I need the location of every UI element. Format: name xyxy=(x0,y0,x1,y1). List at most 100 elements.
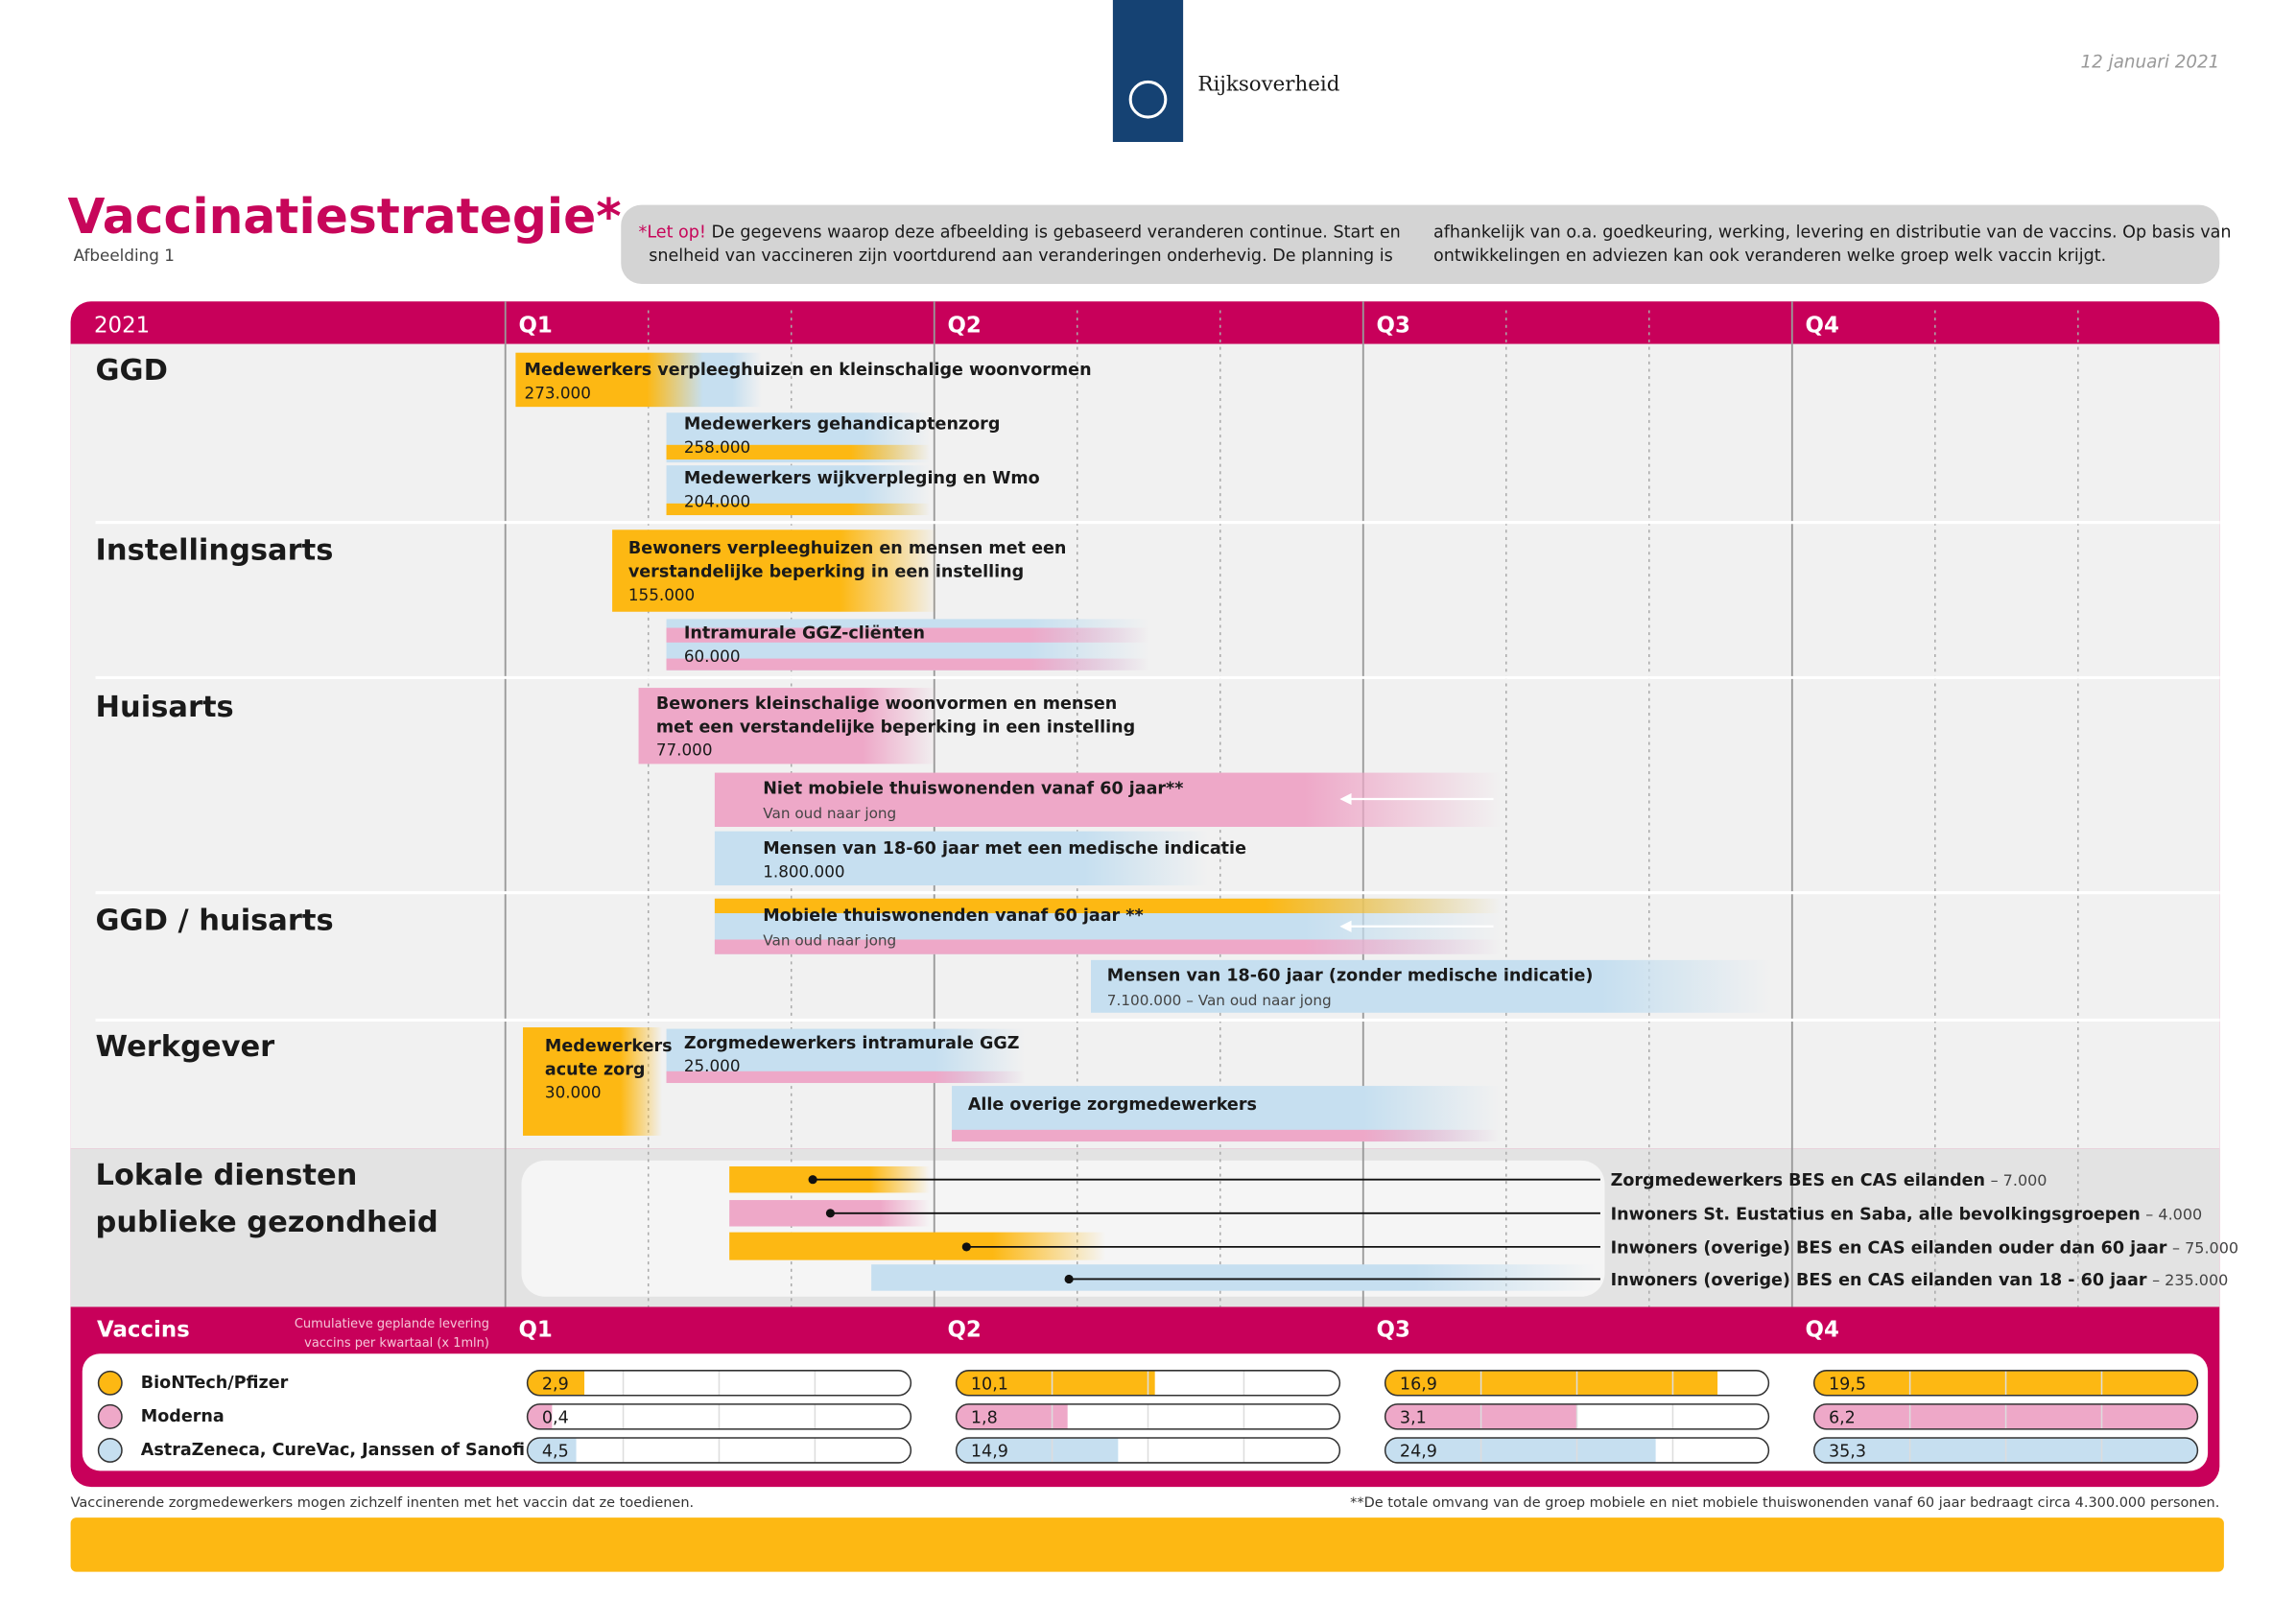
logo-text: Rijksoverheid xyxy=(1197,72,1339,96)
target-bar xyxy=(714,831,1209,886)
target-bar xyxy=(666,627,1150,643)
supply-label: 6,2 xyxy=(1829,1408,1856,1427)
local-count: – 235.000 xyxy=(2152,1270,2228,1288)
local-count: – 75.000 xyxy=(2172,1238,2238,1257)
leader-dot xyxy=(808,1175,817,1185)
local-box xyxy=(521,1160,1605,1297)
row-label: Lokale diensten xyxy=(96,1159,358,1192)
local-label: Zorgmedewerkers BES en CAS eilanden – 7.… xyxy=(1611,1171,2047,1191)
supply-bar xyxy=(1385,1437,1656,1463)
group-count: 30.000 xyxy=(545,1083,602,1102)
notice-line: *Let op! De gegevens waarop deze afbeeld… xyxy=(639,223,1401,243)
group-note: 7.100.000 – Van oud naar jong xyxy=(1107,992,1332,1009)
supply-outline xyxy=(526,1403,912,1430)
supply-outline xyxy=(1384,1403,1770,1430)
notice-line: afhankelijk van o.a. goedkeuring, werkin… xyxy=(1433,223,2231,243)
title: Vaccinatiestrategie* xyxy=(68,187,622,244)
supply-label: 10,1 xyxy=(971,1375,1008,1394)
local-name: Inwoners St. Eustatius en Saba, alle bev… xyxy=(1611,1205,2141,1224)
notice-text: De gegevens waarop deze afbeelding is ge… xyxy=(711,223,1400,243)
supply-bar xyxy=(1385,1370,1718,1396)
local-name: Zorgmedewerkers BES en CAS eilanden xyxy=(1611,1171,1985,1190)
logo-emblem xyxy=(1128,80,1168,119)
group-label: Alle overige zorgmedewerkers xyxy=(968,1095,1257,1115)
notice-emphasis: *Let op! xyxy=(639,223,706,243)
legend-swatch xyxy=(97,1437,123,1463)
supply-bar xyxy=(956,1370,1155,1396)
vaccines-title: Vaccins xyxy=(97,1317,190,1342)
group-count: 258.000 xyxy=(684,437,750,457)
target-bar xyxy=(666,444,931,460)
group-label: Niet mobiele thuiswonenden vanaf 60 jaar… xyxy=(763,779,1183,798)
arrow-head xyxy=(1339,792,1352,806)
supply-outline xyxy=(1384,1437,1770,1464)
group-label: Bewoners verpleeghuizen en mensen met ee… xyxy=(628,539,1066,558)
local-bar xyxy=(871,1264,1597,1291)
target-bar xyxy=(1090,959,1772,1013)
quarter-label: Q1 xyxy=(518,1317,552,1342)
target-bar xyxy=(952,1129,1502,1142)
supply-label: 16,9 xyxy=(1400,1375,1437,1394)
vaccines-caption: Cumulatieve geplande levering xyxy=(295,1317,489,1331)
legend-swatch xyxy=(97,1403,123,1429)
group-label: Mensen van 18-60 jaar met een medische i… xyxy=(763,839,1246,859)
supply-label: 0,4 xyxy=(542,1408,569,1427)
subtitle: Afbeelding 1 xyxy=(74,246,175,265)
group-label: Zorgmedewerkers intramurale GGZ xyxy=(684,1034,1020,1053)
group-label: Medewerkers wijkverpleging en Wmo xyxy=(684,469,1040,488)
legend-label: Moderna xyxy=(141,1407,225,1426)
supply-label: 14,9 xyxy=(971,1442,1008,1461)
supply-outline xyxy=(1384,1370,1770,1397)
row-label: GGD xyxy=(96,354,168,388)
footer-bar xyxy=(70,1517,2224,1572)
quarter-label: Q3 xyxy=(1377,1317,1410,1342)
supply-bar xyxy=(956,1403,1068,1429)
quarter-label: Q2 xyxy=(947,1317,981,1342)
target-bar xyxy=(612,529,937,612)
supply-outline xyxy=(955,1437,1341,1464)
arrow-head xyxy=(1339,920,1352,932)
row-label: publieke gezondheid xyxy=(96,1206,438,1239)
group-label: Medewerkers xyxy=(545,1037,673,1056)
quarter-label: Q4 xyxy=(1806,314,1839,339)
supply-label: 1,8 xyxy=(971,1408,998,1427)
supply-label: 2,9 xyxy=(542,1375,569,1394)
supply-outline xyxy=(526,1370,912,1397)
date: 12 januari 2021 xyxy=(2081,53,2220,73)
supply-bar xyxy=(527,1437,577,1463)
supply-bar xyxy=(956,1437,1119,1463)
group-count: 60.000 xyxy=(684,647,741,666)
title-mark: * xyxy=(596,187,621,244)
group-note: Van oud naar jong xyxy=(763,932,896,950)
group-count: 273.000 xyxy=(525,383,591,402)
row-label: Instellingsarts xyxy=(96,534,334,568)
supply-outline xyxy=(1812,1370,2199,1397)
leader-dot xyxy=(1064,1274,1074,1284)
timeline-area xyxy=(70,343,2220,1149)
notice-line: snelheid van vaccineren zijn voortdurend… xyxy=(649,247,1393,266)
group-label: Mensen van 18-60 jaar (zonder medische i… xyxy=(1107,967,1594,986)
local-count: – 4.000 xyxy=(2145,1205,2202,1223)
notice-box xyxy=(621,204,2220,284)
supply-label: 3,1 xyxy=(1400,1408,1427,1427)
local-label: Inwoners (overige) BES en CAS eilanden o… xyxy=(1611,1238,2238,1258)
target-bar xyxy=(666,658,1150,670)
supply-outline xyxy=(1812,1403,2199,1430)
group-label: acute zorg xyxy=(545,1060,646,1079)
target-bar xyxy=(714,898,1502,914)
local-label: Inwoners (overige) BES en CAS eilanden v… xyxy=(1611,1270,2229,1290)
group-count: 204.000 xyxy=(684,491,750,510)
supply-label: 24,9 xyxy=(1400,1442,1437,1461)
supply-label: 35,3 xyxy=(1829,1442,1866,1461)
target-bar xyxy=(523,1027,662,1136)
group-label: Bewoners kleinschalige woonvormen en men… xyxy=(656,694,1117,714)
target-bar xyxy=(714,939,1502,954)
group-label: Medewerkers verpleeghuizen en kleinschal… xyxy=(525,361,1092,380)
group-label: met een verstandelijke beperking in een … xyxy=(656,717,1135,737)
quarter-label: Q1 xyxy=(518,314,552,339)
target-bar xyxy=(666,503,931,516)
notice-line: ontwikkelingen en adviezen kan ook veran… xyxy=(1433,247,2106,266)
supply-label: 4,5 xyxy=(542,1442,569,1461)
row-label: GGD / huisarts xyxy=(96,905,334,938)
local-name: Inwoners (overige) BES en CAS eilanden v… xyxy=(1611,1271,2147,1290)
